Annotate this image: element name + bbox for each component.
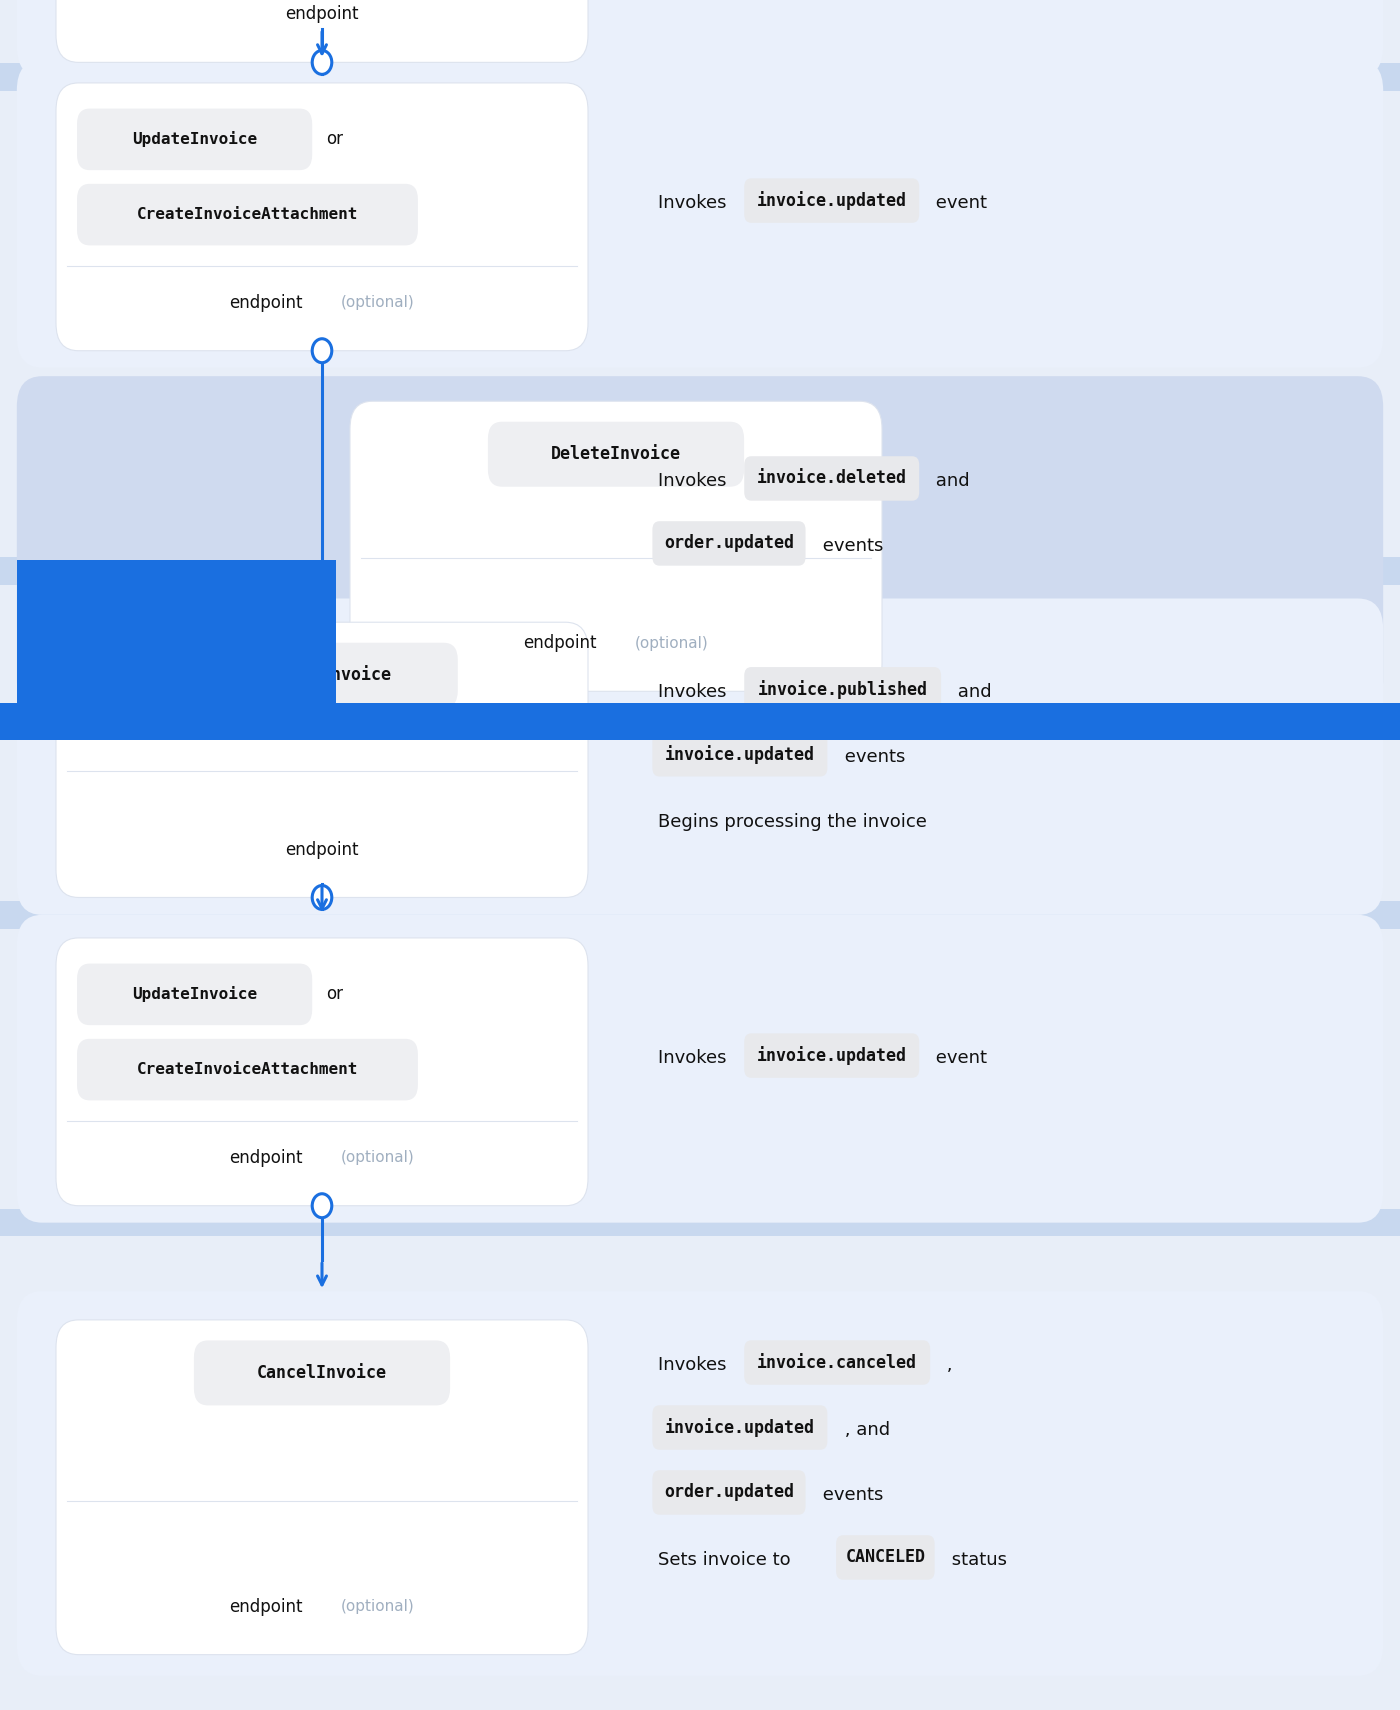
- FancyBboxPatch shape: [17, 598, 1383, 915]
- Bar: [17, 559, 336, 740]
- FancyBboxPatch shape: [652, 732, 827, 776]
- FancyBboxPatch shape: [745, 457, 920, 501]
- FancyBboxPatch shape: [56, 82, 588, 351]
- Text: CANCELED: CANCELED: [846, 1549, 925, 1566]
- Text: Invokes: Invokes: [658, 684, 732, 701]
- FancyBboxPatch shape: [186, 643, 458, 708]
- Text: invoice.published: invoice.published: [757, 681, 928, 699]
- Text: or: or: [326, 985, 343, 1004]
- Text: UpdateInvoice: UpdateInvoice: [132, 132, 258, 147]
- FancyBboxPatch shape: [836, 1536, 935, 1580]
- Text: or: or: [326, 130, 343, 149]
- FancyBboxPatch shape: [56, 1320, 588, 1655]
- Text: (optional): (optional): [342, 1599, 414, 1614]
- FancyBboxPatch shape: [17, 60, 1383, 368]
- Text: endpoint: endpoint: [286, 5, 358, 24]
- Bar: [0, 63, 1400, 91]
- FancyBboxPatch shape: [77, 109, 312, 171]
- FancyBboxPatch shape: [17, 1291, 1383, 1676]
- Text: event: event: [931, 195, 987, 212]
- FancyBboxPatch shape: [745, 178, 920, 222]
- Text: (optional): (optional): [636, 636, 708, 652]
- Text: endpoint: endpoint: [524, 634, 596, 653]
- FancyBboxPatch shape: [56, 0, 588, 62]
- Text: order.updated: order.updated: [664, 1484, 794, 1501]
- FancyBboxPatch shape: [652, 1406, 827, 1450]
- FancyBboxPatch shape: [77, 185, 417, 246]
- Text: and: and: [931, 472, 970, 491]
- Text: Invokes: Invokes: [658, 1356, 732, 1375]
- FancyBboxPatch shape: [56, 937, 588, 1206]
- FancyBboxPatch shape: [652, 522, 805, 566]
- Bar: [0, 557, 1400, 585]
- Text: (optional): (optional): [342, 1151, 414, 1165]
- Circle shape: [312, 886, 332, 910]
- Text: invoice.updated: invoice.updated: [665, 746, 815, 764]
- Text: invoice.canceled: invoice.canceled: [757, 1354, 917, 1371]
- Text: invoice.deleted: invoice.deleted: [757, 470, 907, 487]
- FancyBboxPatch shape: [17, 376, 1383, 710]
- Text: endpoint: endpoint: [286, 841, 358, 858]
- Text: CreateInvoiceAttachment: CreateInvoiceAttachment: [137, 207, 358, 222]
- FancyBboxPatch shape: [350, 402, 882, 691]
- Text: ,: ,: [941, 1356, 953, 1375]
- Text: CancelInvoice: CancelInvoice: [258, 1365, 386, 1382]
- Bar: [0, 703, 1400, 740]
- Circle shape: [312, 1194, 332, 1218]
- Text: and: and: [952, 684, 993, 701]
- Text: PublishInvoice: PublishInvoice: [252, 667, 392, 684]
- Text: Invokes: Invokes: [658, 1050, 732, 1067]
- Text: Begins processing the invoice: Begins processing the invoice: [658, 814, 927, 831]
- FancyBboxPatch shape: [745, 1033, 920, 1077]
- FancyBboxPatch shape: [77, 964, 312, 1024]
- Text: invoice.updated: invoice.updated: [757, 1047, 907, 1065]
- Bar: [0, 901, 1400, 929]
- Text: status: status: [946, 1551, 1007, 1570]
- FancyBboxPatch shape: [56, 622, 588, 898]
- FancyBboxPatch shape: [17, 0, 1383, 77]
- FancyBboxPatch shape: [77, 1040, 417, 1101]
- Text: , and: , and: [839, 1421, 890, 1440]
- Text: events: events: [839, 749, 904, 766]
- Text: events: events: [816, 1486, 883, 1505]
- Text: invoice.updated: invoice.updated: [665, 1418, 815, 1436]
- FancyBboxPatch shape: [745, 1341, 930, 1385]
- Text: endpoint: endpoint: [230, 294, 302, 311]
- Text: invoice.updated: invoice.updated: [757, 192, 907, 210]
- Bar: [0, 1209, 1400, 1236]
- Text: endpoint: endpoint: [230, 1149, 302, 1166]
- FancyBboxPatch shape: [193, 1341, 451, 1406]
- Text: Invokes: Invokes: [658, 472, 732, 491]
- Text: (optional): (optional): [342, 296, 414, 310]
- FancyBboxPatch shape: [652, 1471, 805, 1515]
- Text: order.updated: order.updated: [664, 535, 794, 552]
- Text: Sets invoice to: Sets invoice to: [658, 1551, 797, 1570]
- FancyBboxPatch shape: [489, 422, 745, 487]
- Circle shape: [312, 339, 332, 363]
- Circle shape: [312, 50, 332, 74]
- Text: UpdateInvoice: UpdateInvoice: [132, 987, 258, 1002]
- Text: endpoint: endpoint: [230, 1597, 302, 1616]
- Text: DeleteInvoice: DeleteInvoice: [552, 445, 680, 463]
- Text: CreateInvoiceAttachment: CreateInvoiceAttachment: [137, 1062, 358, 1077]
- FancyBboxPatch shape: [745, 667, 941, 711]
- FancyBboxPatch shape: [17, 915, 1383, 1223]
- Text: event: event: [931, 1050, 987, 1067]
- Text: events: events: [816, 537, 883, 556]
- Text: Invokes: Invokes: [658, 195, 732, 212]
